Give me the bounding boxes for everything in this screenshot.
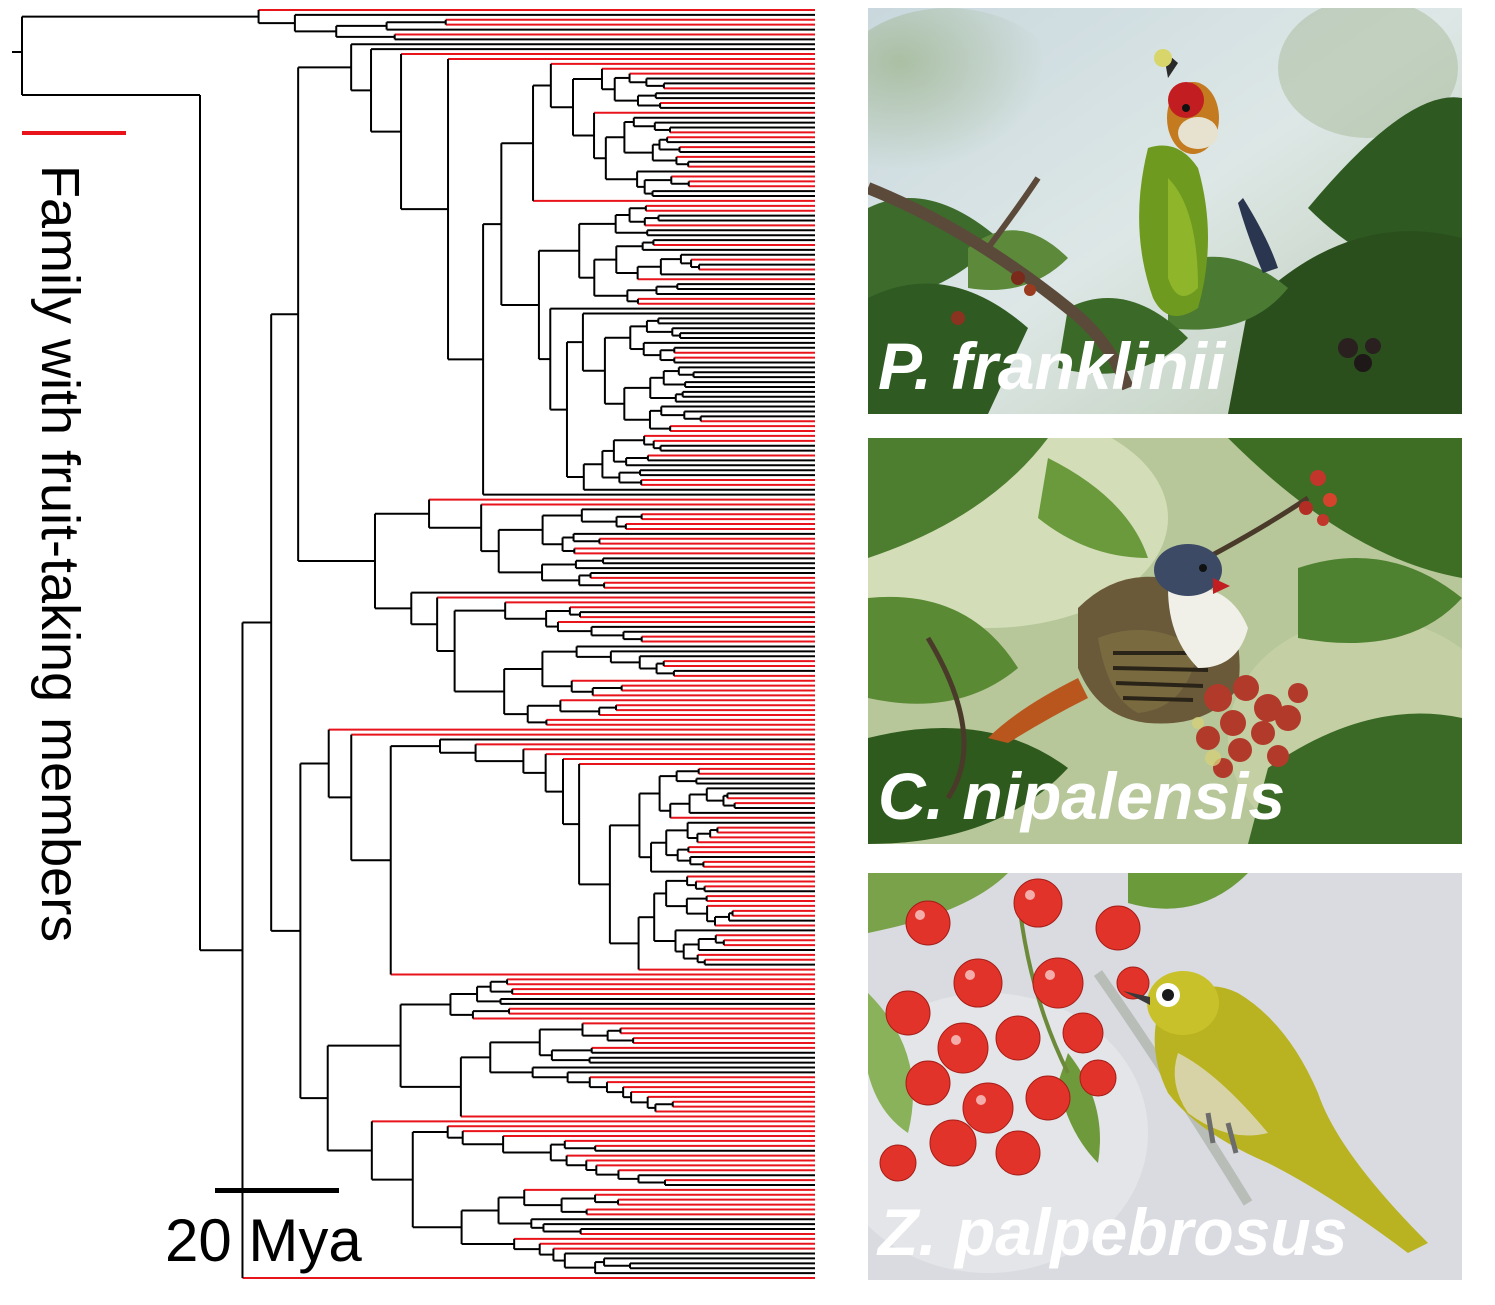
photo-franklinii: P. franklinii [868, 8, 1462, 414]
legend: Family with fruit-taking members [30, 165, 90, 1225]
palpebrosus-photo-image [868, 873, 1462, 1280]
photo-nipalensis: C. nipalensis [868, 438, 1462, 844]
nipalensis-photo-image [868, 438, 1462, 844]
barbet-photo-image [868, 8, 1462, 414]
legend-label: Family with fruit-taking members [30, 165, 90, 943]
phylogenetic-tree [12, 9, 815, 1279]
photo-caption-franklinii: P. franklinii [878, 329, 1226, 403]
scale-bar [215, 1188, 339, 1193]
legend-red-swatch [22, 131, 126, 135]
scale-bar-label: 20 Mya [165, 1207, 362, 1274]
photo-palpebrosus: Z. palpebrosus [868, 873, 1462, 1280]
photo-caption-palpebrosus: Z. palpebrosus [878, 1195, 1348, 1269]
photo-caption-nipalensis: C. nipalensis [878, 759, 1286, 833]
